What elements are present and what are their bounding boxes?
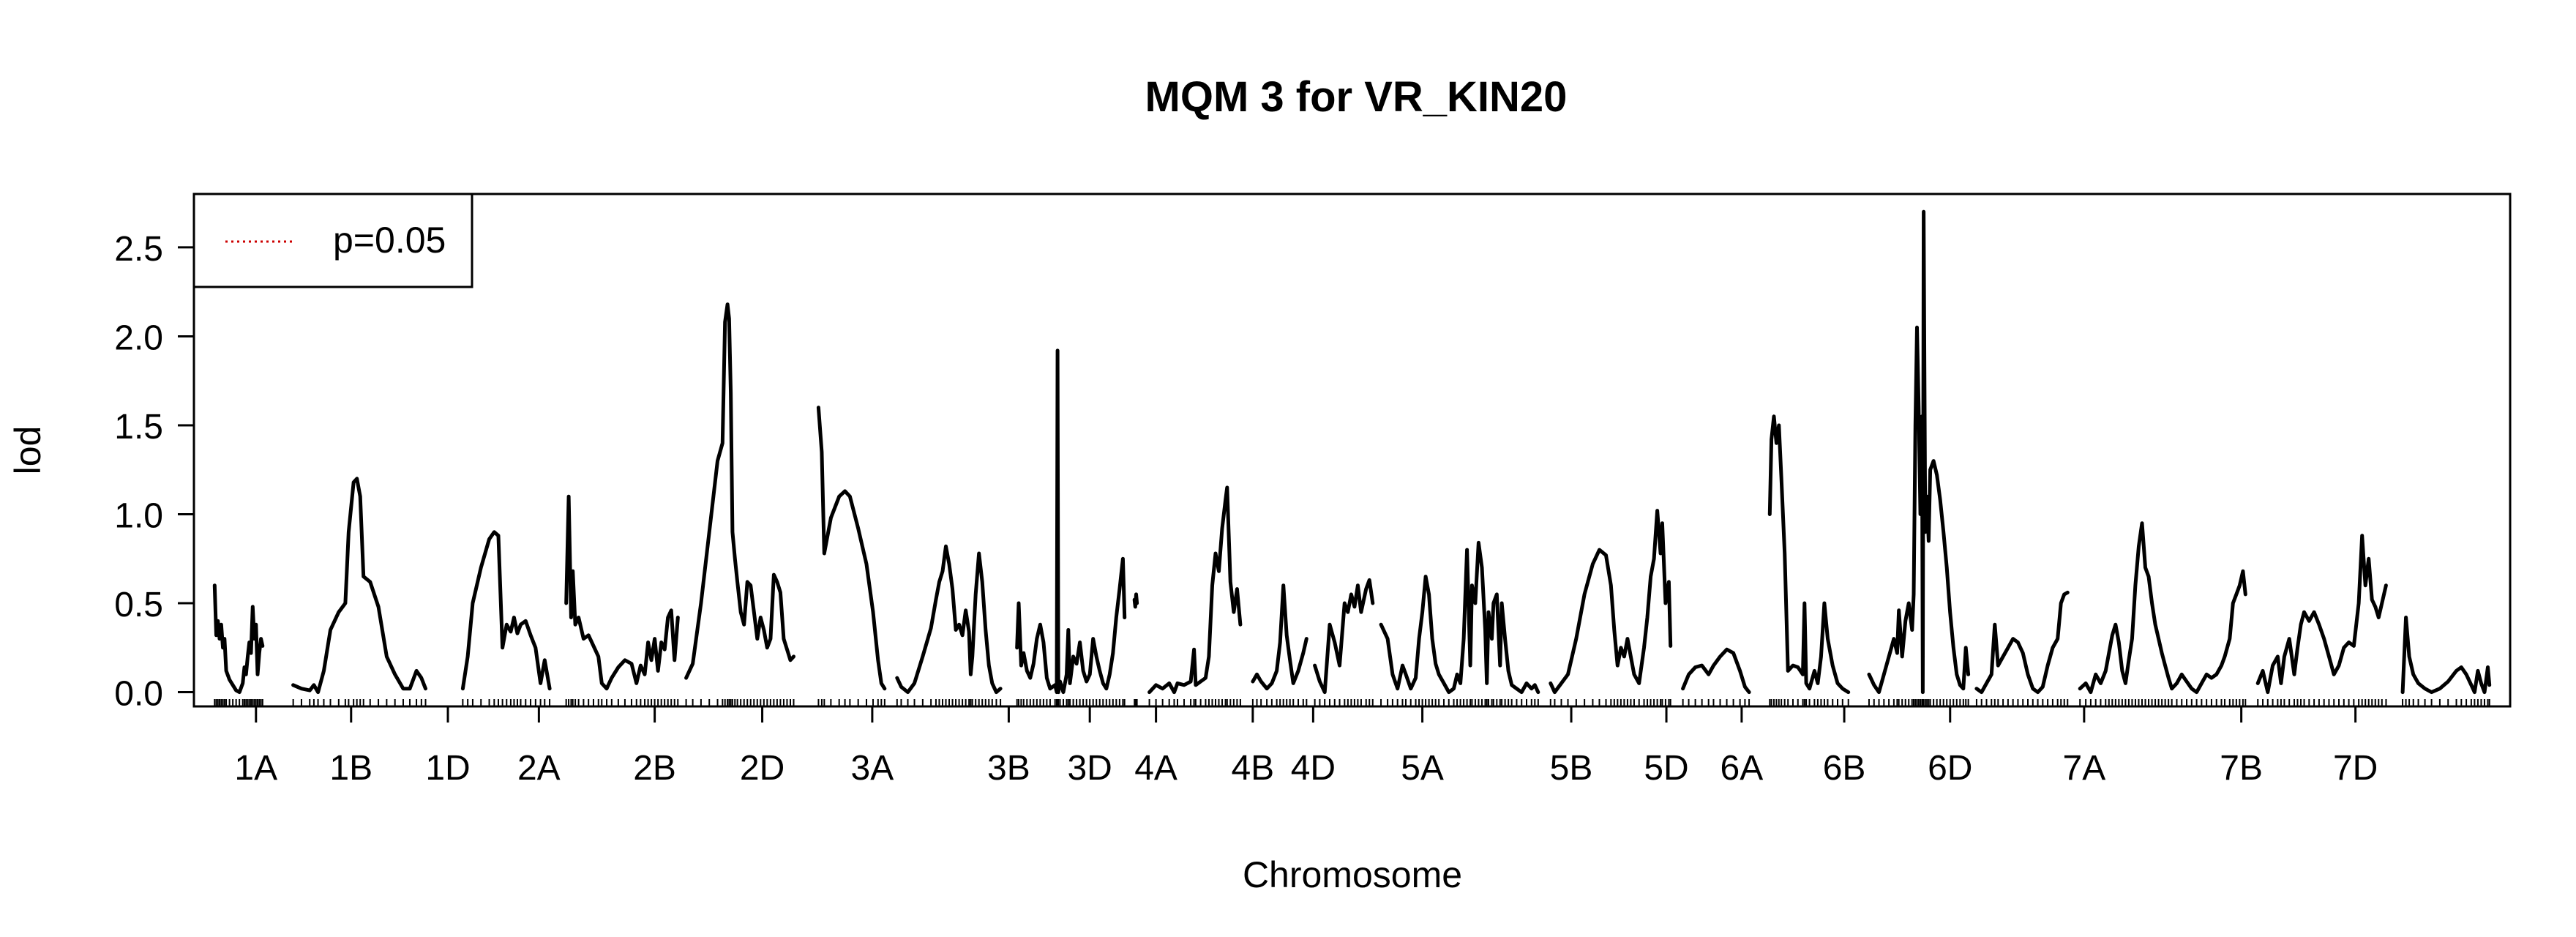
x-tick-label: 6A	[1721, 749, 1764, 788]
lod-curve-5D	[1681, 647, 1751, 695]
lod-curves	[212, 209, 2492, 695]
lod-curve-4A	[1147, 485, 1243, 695]
lod-curve-3B	[1015, 348, 1127, 695]
x-tick-label: 5B	[1550, 749, 1593, 788]
lod-curve-3A	[895, 544, 1003, 695]
x-tick-label: 7B	[2220, 749, 2263, 788]
lod-curve-7A	[2078, 521, 2247, 695]
x-tick-label: 4B	[1231, 749, 1274, 788]
lod-curve-7B	[2255, 534, 2388, 695]
lod-curve-2B	[684, 302, 795, 680]
lod-curve-2A	[564, 494, 680, 691]
x-tick-label: 6B	[1823, 749, 1866, 788]
lod-curve-1B	[291, 477, 427, 695]
lod-curve-4B	[1251, 583, 1308, 691]
x-tick-label: 2D	[740, 749, 785, 788]
x-tick-label: 4A	[1134, 749, 1177, 788]
y-tick-label: 0.0	[114, 675, 163, 714]
x-tick-label: 3A	[851, 749, 894, 788]
x-axis: 1A 1B 1D 2A 2B 2D 3A 3B 3D 4A 4B 4D 5A 5B 5D 6A 6B 6D 7A 7B…	[234, 706, 2378, 788]
y-tick-label: 1.0	[114, 497, 163, 536]
x-tick-label: 5D	[1644, 749, 1688, 788]
y-tick-label: 0.5	[114, 586, 163, 624]
lod-curve-4D	[1313, 578, 1375, 695]
lod-curve-2D	[816, 406, 887, 691]
y-tick-label: 2.5	[114, 230, 163, 269]
lod-curve-7D	[2400, 616, 2492, 695]
x-tick-label: 5A	[1401, 749, 1444, 788]
marker-rug	[214, 699, 2490, 706]
y-axis: 0.0 0.5 1.0 1.5 2.0 2.5	[114, 230, 194, 714]
legend-label: p=0.05	[333, 220, 446, 261]
lod-curve-1D	[460, 530, 552, 691]
y-axis-label: lod	[7, 426, 48, 475]
x-tick-label: 1D	[425, 749, 470, 788]
x-tick-label: 3D	[1067, 749, 1112, 788]
x-tick-label: 2B	[633, 749, 676, 788]
lod-curve-5B	[1549, 509, 1673, 695]
x-tick-label: 4D	[1291, 749, 1336, 788]
lod-curve-6A	[1767, 414, 1851, 695]
lod-curve-6B	[1867, 209, 1971, 695]
lod-curve-5A	[1379, 540, 1540, 695]
plot-frame	[192, 193, 2512, 708]
legend-box	[192, 193, 473, 288]
lod-curve-3D	[1132, 592, 1139, 609]
x-tick-label: 7A	[2063, 749, 2106, 788]
x-tick-label: 1A	[234, 749, 277, 788]
legend: p=0.05	[192, 193, 473, 288]
chart-title: MQM 3 for VR_KIN20	[1145, 73, 1568, 121]
x-tick-label: 6D	[1928, 749, 1972, 788]
y-tick-label: 1.5	[114, 408, 163, 447]
x-axis-label: Chromosome	[1243, 854, 1462, 895]
y-tick-label: 2.0	[114, 318, 163, 357]
x-tick-label: 1B	[329, 749, 372, 788]
x-tick-label: 2A	[517, 749, 561, 788]
lod-curve-6D	[1974, 590, 2070, 695]
x-tick-label: 3B	[987, 749, 1030, 788]
x-tick-label: 7D	[2333, 749, 2378, 788]
lod-curve-1A	[212, 583, 265, 695]
